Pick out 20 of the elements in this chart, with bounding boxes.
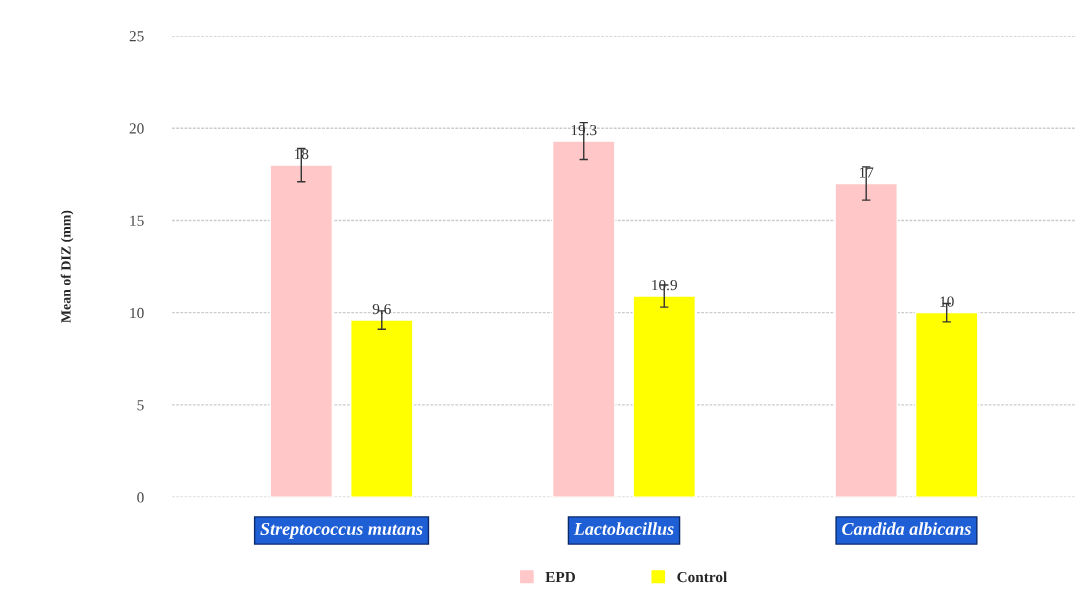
bar <box>632 295 697 498</box>
legend-label: EPD <box>545 572 576 583</box>
y-tick-label: 5 <box>137 400 144 411</box>
legend-label: Control <box>677 571 727 583</box>
data-label: 10.9 <box>652 279 677 291</box>
bar <box>269 164 334 498</box>
y-tick-label: 20 <box>129 123 144 134</box>
bar <box>914 311 979 498</box>
x-tick-label: Lactobacillus <box>573 522 674 536</box>
bar <box>834 182 898 498</box>
y-tick-label: 25 <box>129 31 144 42</box>
y-axis-title: Mean of DIZ (mm) <box>60 210 74 323</box>
x-tick-label: Streptococcus mutans <box>260 522 423 539</box>
y-tick-label: 10 <box>130 307 144 319</box>
bar <box>350 319 414 498</box>
data-label: 9.6 <box>372 303 391 315</box>
y-tick-label: 0 <box>137 492 144 503</box>
y-tick-label: 15 <box>130 215 144 226</box>
x-tick-label: Candida albicans <box>842 522 971 536</box>
bar <box>551 140 616 498</box>
